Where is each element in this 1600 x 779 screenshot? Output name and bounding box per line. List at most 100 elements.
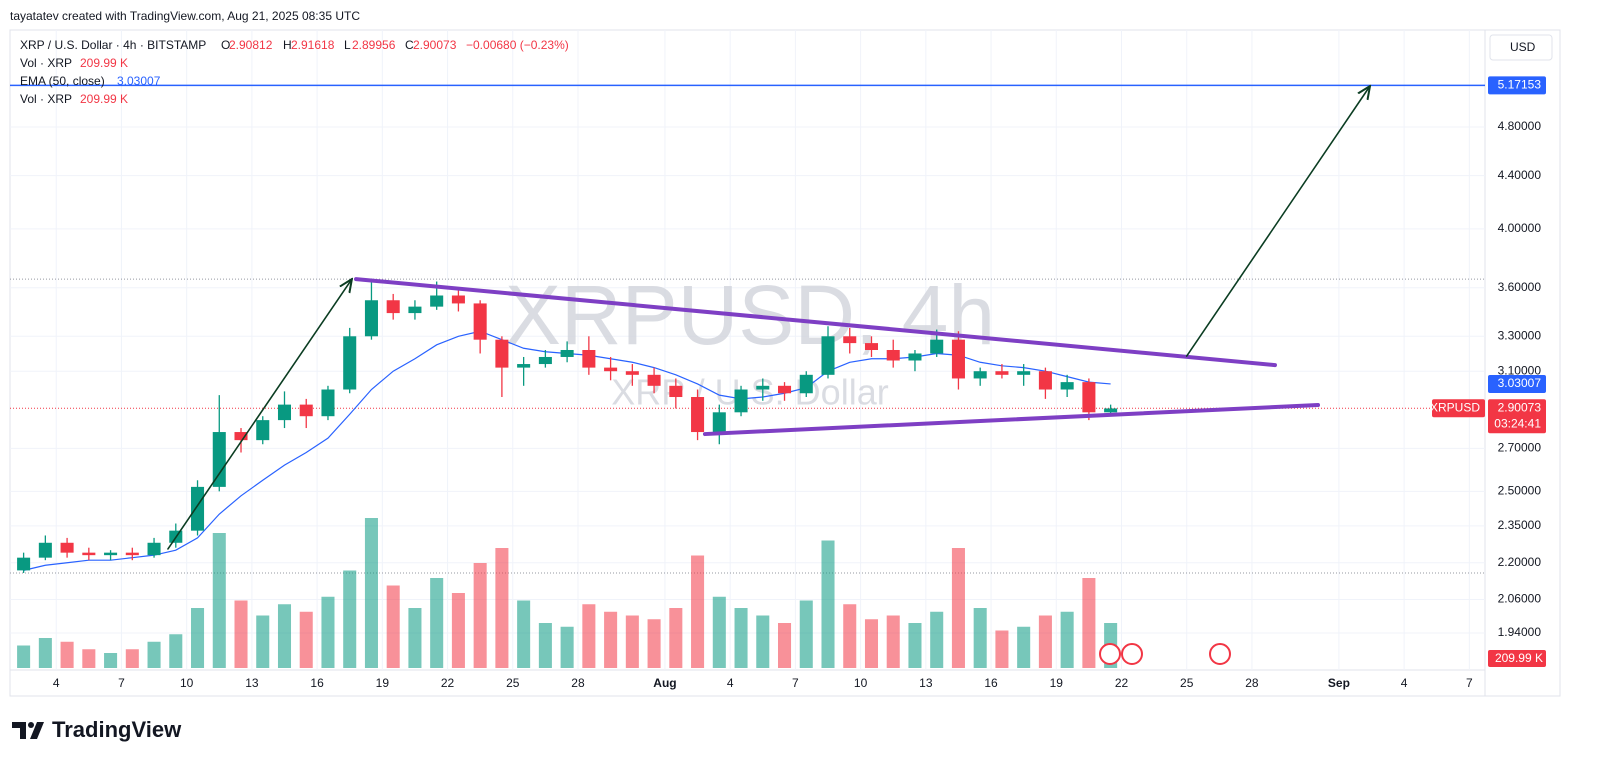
candle-body (1082, 382, 1096, 413)
x-tick-label: 7 (792, 676, 799, 690)
volume-bar (1082, 578, 1096, 668)
candle-body (125, 552, 139, 556)
close-label: 2.90073 (1498, 400, 1542, 414)
y-tick-label: 2.06000 (1498, 592, 1542, 606)
x-tick-label: 19 (376, 676, 390, 690)
volume-bar (669, 608, 683, 668)
event-icon[interactable] (1121, 643, 1143, 665)
x-tick-label: 7 (1466, 676, 1473, 690)
candle-body (1104, 408, 1118, 413)
volume-bar (104, 653, 118, 668)
x-tick-label: 19 (1050, 676, 1064, 690)
candle-body (712, 412, 726, 433)
event-icon[interactable] (1209, 643, 1231, 665)
currency-button[interactable] (1489, 34, 1553, 61)
candle-body (147, 542, 161, 556)
volume-bar (256, 615, 270, 668)
volume-bar (995, 630, 1009, 668)
symbol-label: XRPUSD (1430, 400, 1480, 414)
volume-bar (277, 604, 292, 668)
candle-body (495, 339, 509, 368)
volume-bar (321, 596, 335, 668)
x-tick-label: 7 (118, 676, 125, 690)
x-tick-label: Sep (1328, 676, 1350, 690)
volume-bar (604, 611, 618, 668)
volume-bar (886, 615, 900, 668)
legend-key: O (221, 38, 230, 52)
candle-body (973, 371, 987, 379)
x-tick-label: 25 (1180, 676, 1194, 690)
x-tick-label: 4 (53, 676, 60, 690)
candle-body (691, 397, 705, 433)
y-tick-label: 2.50000 (1498, 484, 1542, 498)
legend-change: −0.00680 (−0.23%) (466, 38, 569, 52)
volume-bar (647, 619, 661, 668)
volume-bar (973, 608, 987, 668)
x-tick-label: 25 (506, 676, 520, 690)
volume-bar (343, 570, 357, 668)
grid (10, 30, 1485, 670)
candle-body (17, 557, 31, 571)
y-tick-label: 3.10000 (1498, 363, 1542, 377)
candle-body (843, 336, 857, 344)
candle-body (647, 374, 661, 386)
candle-body (1017, 371, 1031, 375)
volume-bar (538, 623, 552, 668)
event-icon[interactable] (1099, 643, 1121, 665)
candle-body (408, 306, 422, 314)
volume-bar (495, 548, 509, 668)
volume-bar (560, 626, 574, 668)
volume-bar (169, 634, 183, 668)
x-tick-label: 10 (180, 676, 194, 690)
legend-symbol: XRP / U.S. Dollar · 4h · BITSTAMP (20, 38, 206, 52)
volume-bar (1038, 615, 1052, 668)
frame (9, 29, 1561, 697)
candle-body (104, 552, 118, 556)
candle-body (386, 300, 400, 314)
close-label-box (1488, 399, 1546, 434)
logo: TradingView (12, 717, 182, 742)
candle-body (517, 364, 531, 368)
legend-volume-value: 209.99 K (80, 92, 128, 106)
legend: XRP / U.S. Dollar · 4h · BITSTAMP O 2.90… (20, 38, 569, 106)
x-tick-label: 4 (1401, 676, 1408, 690)
candle-body (473, 303, 487, 340)
volume-bar (38, 638, 52, 668)
volume-bar (734, 608, 748, 668)
volume-bar (930, 611, 944, 668)
candle-body (343, 336, 357, 390)
plot (10, 85, 1485, 668)
legend-value: 2.89956 (352, 38, 396, 52)
volume-bar (778, 623, 792, 668)
volume-bar (1060, 611, 1074, 668)
y-tick-label: 4.40000 (1498, 168, 1542, 182)
x-tick-label: 10 (854, 676, 868, 690)
candle-body (625, 371, 639, 375)
candle-body (930, 339, 944, 354)
volume-bar (191, 608, 205, 668)
x-tick-label: 4 (727, 676, 734, 690)
x-tick-label: 22 (1115, 676, 1129, 690)
x-tick-label: 13 (245, 676, 259, 690)
x-tick-label: Aug (653, 676, 676, 690)
y-tick-label: 1.94000 (1498, 625, 1542, 639)
candle-body (886, 349, 900, 361)
price-label-box (1488, 76, 1546, 95)
y-tick-label: 4.00000 (1498, 221, 1542, 235)
y-tick-label: 3.30000 (1498, 328, 1542, 342)
volume-bar (60, 641, 74, 668)
candle-body (864, 343, 879, 350)
ema-label-box (1488, 374, 1546, 393)
candle-body (364, 300, 378, 337)
x-tick-label: 16 (984, 676, 998, 690)
volume-bar (299, 611, 313, 668)
y-tick-label: 2.20000 (1498, 555, 1542, 569)
volume-bar (17, 645, 31, 668)
volume-bar (821, 540, 835, 668)
price-label: 5.17153 (1498, 78, 1542, 92)
legend-value: 2.91618 (291, 38, 335, 52)
volume-bar (386, 585, 400, 668)
volume-bar (82, 649, 96, 668)
volume-bar (473, 563, 487, 668)
price-axis: 4.80000 4.40000 4.00000 3.60000 3.30000 3.100… (1430, 76, 1546, 667)
